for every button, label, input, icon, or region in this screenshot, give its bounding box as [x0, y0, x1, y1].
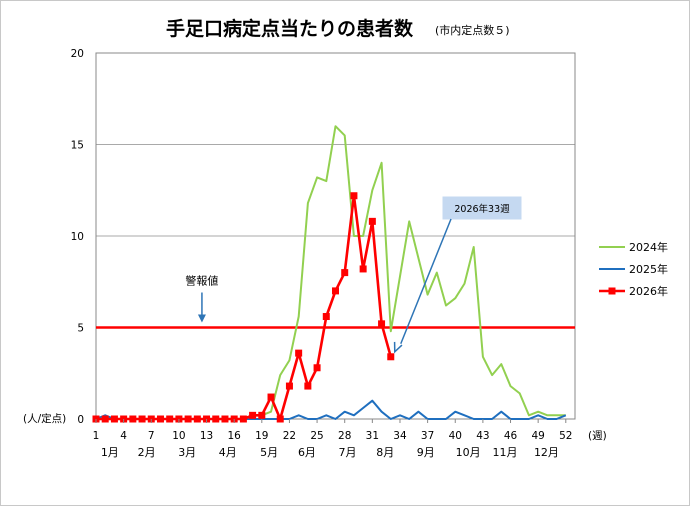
series-point — [332, 287, 339, 295]
annotation-label: 2026年33週 — [454, 203, 510, 215]
y-tick-label: 15 — [71, 140, 84, 152]
y-axis-label: (人/定点) — [23, 412, 66, 425]
month-label: 5月 — [260, 446, 278, 459]
legend: 2024年 2025年 2026年 — [599, 240, 668, 298]
chart-title: 手足口病定点当たりの患者数 — [166, 17, 414, 40]
x-tick-label: 1 — [93, 430, 100, 442]
month-label: 4月 — [219, 446, 237, 459]
series-point — [341, 269, 349, 277]
series-point — [258, 411, 266, 419]
month-label: 9月 — [417, 446, 435, 459]
month-label: 10月 — [456, 446, 481, 459]
month-label: 7月 — [338, 446, 356, 459]
grid-lines — [96, 144, 575, 328]
series-point — [350, 192, 358, 200]
series-point — [295, 349, 303, 357]
month-label: 6月 — [298, 446, 316, 459]
threshold-layer: 警報値 — [96, 274, 575, 329]
y-tick-label: 5 — [77, 323, 84, 335]
series-line-3 — [96, 194, 393, 421]
y-tick-label: 10 — [71, 231, 84, 243]
y-tick-label: 0 — [77, 414, 84, 426]
x-tick-label: 37 — [421, 430, 434, 442]
series-point — [276, 415, 284, 423]
annotation-box — [442, 196, 522, 220]
series-point — [129, 415, 137, 423]
legend-label: 2024年 — [629, 240, 668, 254]
x-tick-label: 16 — [227, 430, 241, 442]
x-tick-label: 43 — [476, 430, 489, 442]
x-tick-label: 4 — [120, 430, 127, 442]
series-point — [184, 415, 192, 423]
series-point — [212, 415, 220, 423]
x-tick-label: 52 — [559, 430, 572, 442]
month-label: 2月 — [138, 446, 156, 459]
x-tick-label: 22 — [283, 430, 296, 442]
series-point — [239, 415, 247, 423]
legend-label: 2025年 — [629, 262, 668, 276]
x-tick-label: 40 — [449, 430, 462, 442]
x-tick-label: 34 — [393, 430, 407, 442]
threshold-label: 警報値 — [185, 274, 218, 288]
x-tick-label: 31 — [366, 430, 379, 442]
series-point — [221, 415, 229, 423]
series-point — [193, 415, 201, 423]
x-tick-label: 46 — [504, 430, 518, 442]
month-label: 1月 — [101, 446, 119, 459]
y-tick-label: 20 — [71, 48, 84, 60]
series-point — [267, 393, 275, 401]
series-point — [156, 415, 164, 423]
legend-label: 2026年 — [629, 284, 668, 298]
x-tick-label: 7 — [148, 430, 155, 442]
annotation-arrow-head — [393, 341, 403, 354]
series-point — [110, 415, 118, 423]
y-axis: 0 5 10 15 20 — [71, 48, 84, 426]
month-label: 3月 — [178, 446, 196, 459]
series-point — [101, 415, 109, 423]
series-point — [359, 265, 367, 273]
month-label: 12月 — [534, 446, 559, 459]
threshold-arrow-head — [197, 314, 206, 323]
month-label: 8月 — [376, 446, 394, 459]
series-point — [378, 320, 386, 328]
x-tick-label: 49 — [531, 430, 544, 442]
month-label: 11月 — [492, 446, 517, 459]
series-point — [138, 415, 146, 423]
series-point — [249, 411, 257, 419]
series-point — [304, 382, 312, 390]
series-point — [166, 415, 174, 423]
series-point — [313, 364, 321, 372]
annotation-arrow-shaft — [400, 218, 452, 345]
x-tick-label: 28 — [338, 430, 351, 442]
month-labels: 1月 2月 3月 4月 5月 6月 7月 8月 9月 10月 11月 12月 — [101, 446, 559, 459]
series-line-1 — [96, 125, 566, 420]
series-point — [368, 217, 376, 225]
x-axis-label: (週) — [588, 430, 607, 442]
x-axis: 1 4 7 10 13 16 19 22 25 28 31 34 37 40 43 46 49 52 — [93, 419, 572, 442]
x-tick-label: 10 — [172, 430, 185, 442]
x-tick-label: 19 — [255, 430, 268, 442]
chart-subtitle: (市内定点数５) — [435, 23, 510, 37]
series-layer — [92, 125, 567, 423]
series-point — [387, 353, 395, 361]
x-tick-label: 25 — [310, 430, 323, 442]
series-point — [322, 313, 330, 321]
annotation: 2026年33週 — [393, 196, 522, 354]
x-tick-label: 13 — [200, 430, 213, 442]
series-point — [285, 382, 293, 390]
legend-marker — [608, 287, 616, 295]
